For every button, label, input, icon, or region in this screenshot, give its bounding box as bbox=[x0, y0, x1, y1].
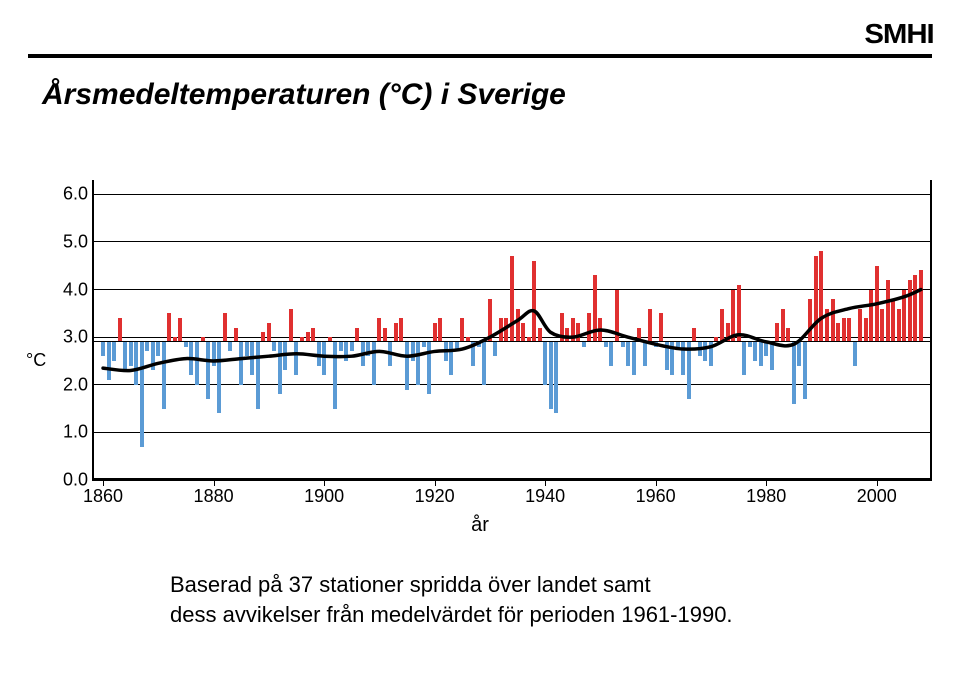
x-tick-label: 1900 bbox=[304, 486, 344, 507]
header-rule bbox=[28, 54, 932, 58]
x-tick-label: 1940 bbox=[525, 486, 565, 507]
x-tick-label: 1880 bbox=[194, 486, 234, 507]
x-tick-label: 1960 bbox=[636, 486, 676, 507]
x-ticks: 18601880190019201940196019802000 bbox=[92, 486, 932, 510]
caption: Baserad på 37 stationer spridda över lan… bbox=[170, 570, 810, 629]
x-tick-label: 2000 bbox=[857, 486, 897, 507]
y-tick-label: 4.0 bbox=[48, 279, 88, 300]
y-axis-label: °C bbox=[26, 350, 46, 371]
x-tick-label: 1860 bbox=[83, 486, 123, 507]
y-tick-label: 0.0 bbox=[48, 470, 88, 491]
x-tick-label: 1920 bbox=[415, 486, 455, 507]
plot-area bbox=[92, 180, 932, 480]
logo: SMHI bbox=[864, 18, 933, 50]
y-tick-label: 2.0 bbox=[48, 374, 88, 395]
x-tick-label: 1980 bbox=[746, 486, 786, 507]
y-ticks: 0.01.02.03.04.05.06.0 bbox=[48, 180, 88, 480]
temperature-chart: °C 0.0 1.0 2.0 3.0 4.0 5.0 6.0 1860 1880 1900 192… bbox=[20, 180, 940, 540]
caption-line-1: Baserad på 37 stationer spridda över lan… bbox=[170, 572, 651, 597]
y-tick-label: 5.0 bbox=[48, 231, 88, 252]
y-tick-label: 1.0 bbox=[48, 422, 88, 443]
trend-line bbox=[92, 180, 932, 480]
page-title: Årsmedeltemperaturen (°C) i Sverige bbox=[42, 78, 566, 112]
y-tick-label: 3.0 bbox=[48, 327, 88, 348]
x-axis-label: år bbox=[20, 514, 940, 537]
caption-line-2: dess avvikelser från medelvärdet för per… bbox=[170, 602, 733, 627]
y-tick-label: 6.0 bbox=[48, 184, 88, 205]
